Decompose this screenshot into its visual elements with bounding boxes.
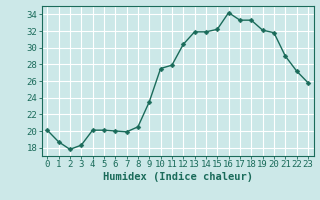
X-axis label: Humidex (Indice chaleur): Humidex (Indice chaleur) (103, 172, 252, 182)
